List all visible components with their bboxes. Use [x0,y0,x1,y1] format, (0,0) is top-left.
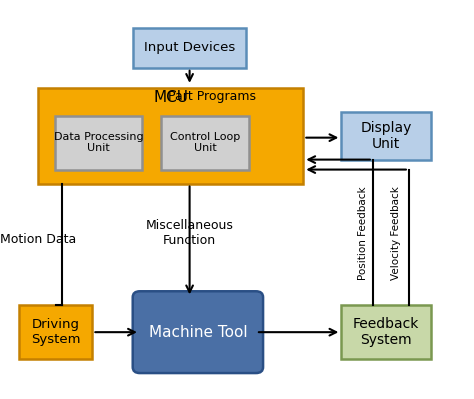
FancyBboxPatch shape [133,28,246,68]
FancyBboxPatch shape [341,112,431,160]
Text: Motion Data: Motion Data [0,233,76,246]
Text: Part Programs: Part Programs [168,91,256,103]
Text: MCU: MCU [153,90,188,105]
FancyBboxPatch shape [55,116,142,170]
Text: Control Loop
Unit: Control Loop Unit [170,132,240,154]
FancyBboxPatch shape [38,88,303,184]
Text: Feedback
System: Feedback System [353,317,419,347]
FancyBboxPatch shape [133,291,263,373]
Text: Miscellaneous
Function: Miscellaneous Function [146,219,234,247]
Text: Driving
System: Driving System [31,318,81,346]
Text: Position Feedback: Position Feedback [357,187,368,280]
Text: Data Processing
Unit: Data Processing Unit [54,132,143,154]
FancyBboxPatch shape [161,116,249,170]
Text: Input Devices: Input Devices [144,41,235,54]
Text: Display
Unit: Display Unit [361,120,412,151]
FancyBboxPatch shape [19,305,92,359]
Text: Machine Tool: Machine Tool [148,325,247,340]
Text: Velocity Feedback: Velocity Feedback [391,186,401,280]
FancyBboxPatch shape [341,305,431,359]
